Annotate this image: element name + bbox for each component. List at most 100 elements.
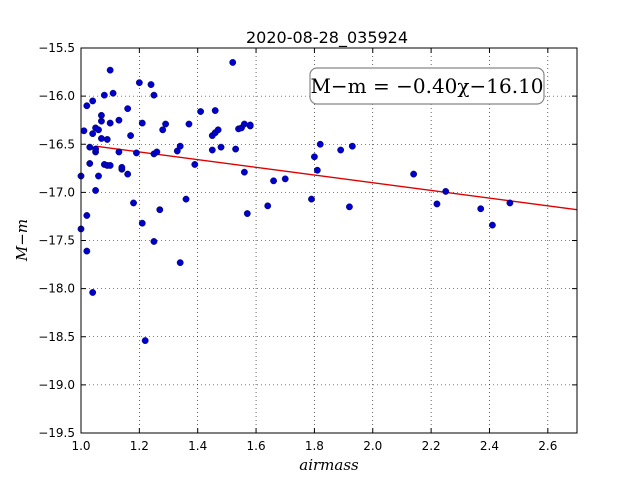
y-tick-label: −19.0 [38, 378, 75, 392]
data-point [150, 91, 158, 99]
x-tick-label: 2.4 [480, 439, 499, 453]
data-point [138, 219, 146, 227]
data-point [89, 289, 97, 296]
data-point [95, 126, 102, 134]
data-point [243, 210, 251, 217]
chart-title: 2020-08-28_035924 [246, 28, 408, 48]
annotation-text: M−m = −0.40χ−16.10 [310, 74, 543, 98]
data-point [348, 142, 356, 150]
data-point [176, 142, 184, 150]
data-point [185, 120, 193, 128]
data-point [135, 79, 143, 87]
data-point [124, 170, 132, 178]
data-point [270, 177, 277, 185]
ticks: 1.0 1.2 1.4 1.6 1.8 2.0 2.2 2.4 2.6 −15.5 −16.0 −16… [38, 41, 577, 453]
data-points [77, 59, 514, 344]
x-tick-label: 1.0 [71, 439, 90, 453]
data-point [211, 107, 219, 114]
data-point [240, 168, 248, 176]
data-point [316, 140, 324, 148]
x-tick-label: 2.6 [538, 439, 557, 453]
y-tick-label: −17.5 [38, 234, 75, 248]
annotation-box [309, 67, 545, 105]
data-point [106, 162, 114, 169]
y-tick-label: −19.5 [38, 426, 75, 440]
data-point [229, 59, 237, 66]
data-point [176, 259, 184, 267]
data-point [311, 153, 318, 161]
data-point [240, 120, 248, 128]
data-point [98, 135, 105, 142]
data-point [182, 195, 190, 203]
fit-line-group [95, 145, 578, 211]
data-point [86, 160, 94, 167]
data-point [89, 130, 97, 138]
data-point [83, 212, 91, 219]
x-tick-label: 2.0 [363, 439, 382, 453]
data-point [98, 117, 105, 125]
data-point [477, 205, 485, 213]
fit-annotation: M−m = −0.40χ−16.10 [309, 67, 545, 105]
data-point [147, 81, 155, 88]
data-point [106, 119, 114, 127]
data-point [214, 126, 222, 134]
data-point [92, 187, 99, 194]
data-point [141, 337, 149, 344]
data-point [156, 206, 164, 214]
data-point [281, 175, 289, 183]
x-axis-label: airmass [299, 456, 359, 474]
data-point [308, 195, 315, 203]
data-point [346, 203, 353, 211]
data-point [95, 172, 102, 180]
data-point [106, 66, 114, 74]
data-point [138, 119, 146, 127]
data-point [83, 247, 91, 255]
data-point [191, 161, 199, 168]
data-point [150, 238, 158, 245]
data-point [433, 200, 441, 208]
fit-line [95, 145, 578, 211]
data-point [442, 188, 450, 195]
data-point [80, 127, 88, 135]
data-point [130, 199, 137, 207]
data-point [197, 108, 205, 115]
x-tick-label: 1.2 [130, 439, 149, 453]
data-point [264, 202, 272, 210]
data-point [118, 163, 126, 171]
y-tick-label: −18.0 [38, 282, 75, 296]
y-tick-label: −17.0 [38, 185, 75, 199]
data-point [86, 143, 94, 151]
data-point [98, 111, 105, 119]
data-point [217, 143, 225, 151]
data-point [246, 121, 254, 129]
data-point [506, 199, 514, 207]
data-point [337, 146, 345, 154]
data-point [89, 97, 97, 105]
y-tick-label: −16.5 [38, 137, 75, 151]
data-point [127, 132, 135, 139]
data-point [313, 166, 321, 174]
data-point [92, 145, 99, 153]
y-tick-label: −16.0 [38, 89, 75, 103]
data-point [159, 126, 167, 134]
x-tick-label: 1.8 [305, 439, 324, 453]
data-point [208, 146, 216, 154]
data-point [133, 149, 140, 157]
x-tick-label: 2.2 [422, 439, 441, 453]
data-point [162, 120, 170, 128]
data-point [153, 148, 161, 156]
data-point [100, 91, 108, 99]
data-point [124, 105, 132, 113]
data-point [109, 89, 117, 97]
data-point [103, 136, 111, 143]
y-tick-label: −15.5 [38, 41, 75, 55]
data-point [488, 221, 496, 229]
y-tick-label: −18.5 [38, 330, 75, 344]
x-tick-label: 1.4 [188, 439, 207, 453]
data-point [115, 116, 123, 124]
data-point [115, 148, 123, 156]
data-point [232, 145, 240, 153]
data-point [83, 102, 91, 110]
